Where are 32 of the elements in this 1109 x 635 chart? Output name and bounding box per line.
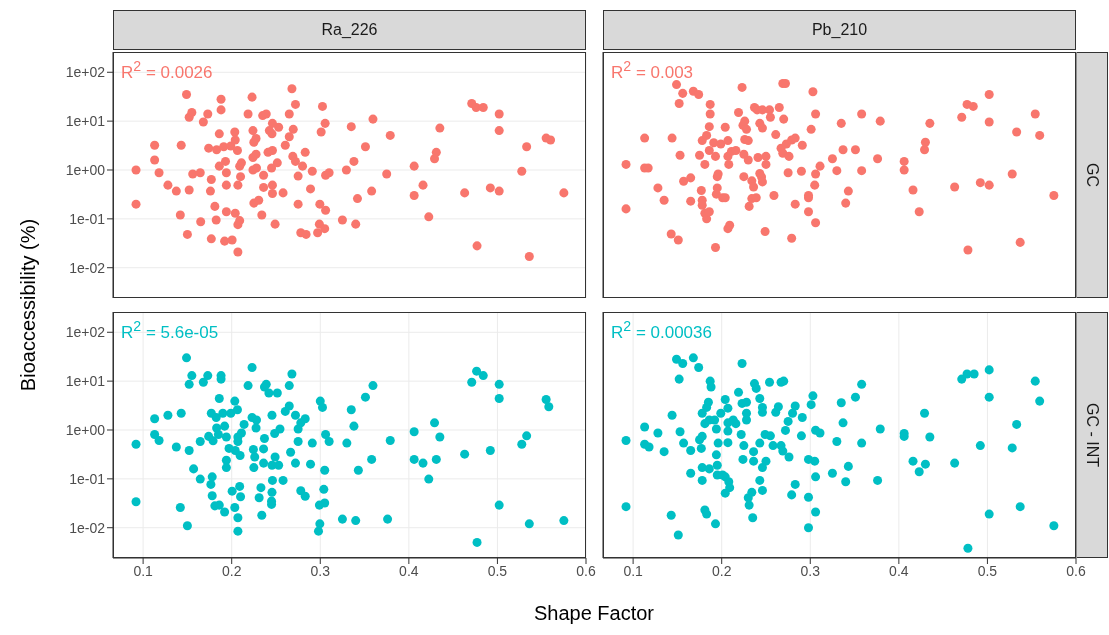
- x-tick-label: 0.6: [576, 562, 596, 579]
- y-tick-label: 1e+01: [65, 373, 106, 390]
- x-tick-label: 0.3: [800, 562, 821, 579]
- y-axis-title: Bioaccessibility (%): [16, 218, 40, 392]
- y-tick-label: 1e+00: [65, 421, 106, 438]
- y-tick-label: 1e-01: [69, 470, 106, 487]
- y-tick-label: 1e+01: [65, 113, 106, 130]
- y-tick-label: 1e-02: [69, 519, 106, 536]
- y-tick-label: 1e-01: [69, 210, 106, 227]
- x-tick-label: 0.3: [310, 562, 331, 579]
- chart-title: Pb_210: [603, 10, 1076, 50]
- x-tick-label: 0.1: [133, 562, 154, 579]
- x-tick-label: 0.1: [623, 562, 644, 579]
- x-tick-label: 0.4: [889, 562, 909, 579]
- annotation: R$^{2}$ = 5.6e-05: [121, 317, 219, 343]
- x-tick-label: 0.2: [221, 562, 242, 579]
- y-tick-label: 1e+02: [65, 64, 106, 81]
- x-tick-label: 0.5: [977, 562, 998, 579]
- y2-axis-title: GC - INT: [1083, 403, 1101, 467]
- annotation: R$^{2}$ = 0.003: [611, 57, 694, 83]
- y-tick-label: 1e+00: [65, 161, 106, 178]
- annotation: R$^{2}$ = 0.00036: [611, 317, 712, 343]
- y-tick-label: 1e+02: [65, 324, 106, 341]
- x-tick-label: 0.5: [487, 562, 508, 579]
- x-axis-title: Shape Factor: [533, 601, 655, 625]
- annotation: R$^{2}$ = 0.0026: [121, 57, 213, 83]
- x-tick-label: 0.4: [399, 562, 419, 579]
- x-tick-label: 0.6: [1066, 562, 1086, 579]
- y2-axis-title: GC: [1083, 163, 1101, 187]
- x-tick-label: 0.2: [711, 562, 732, 579]
- y-tick-label: 1e-02: [69, 259, 106, 276]
- chart-title: Ra_226: [113, 10, 586, 50]
